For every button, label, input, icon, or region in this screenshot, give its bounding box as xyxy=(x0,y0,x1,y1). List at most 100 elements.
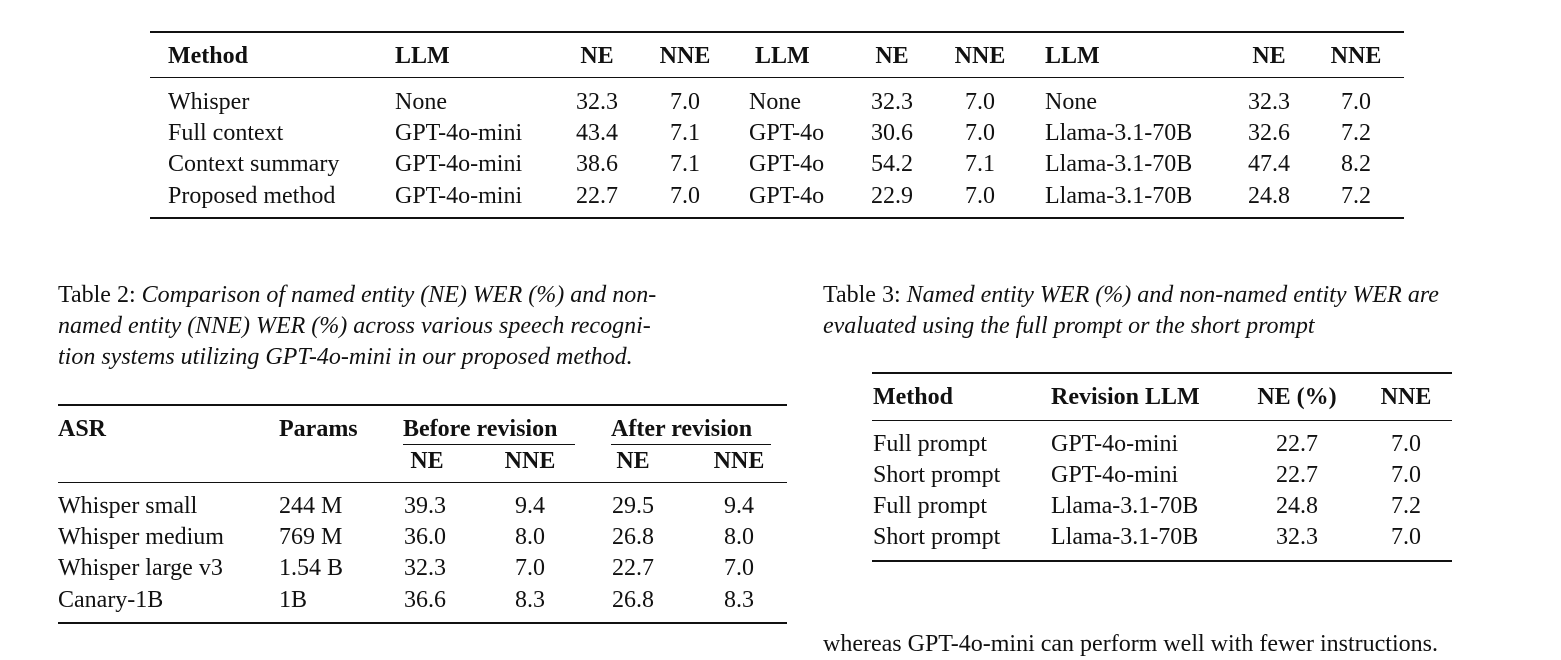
table1-cell: 38.6 xyxy=(576,151,618,177)
table1-header-nne-1: NNE xyxy=(659,43,711,69)
table1-cell: 7.0 xyxy=(965,89,995,115)
table1-cell: 30.6 xyxy=(871,120,913,146)
table1-cell: GPT-4o-mini xyxy=(395,151,523,177)
table3-cell: 7.2 xyxy=(1391,493,1421,519)
table3-caption-line: evaluated using the full prompt or the s… xyxy=(823,313,1315,339)
table3-cell: Full prompt xyxy=(873,493,988,519)
table2-header-before: Before revision xyxy=(403,416,558,442)
table3-header-rule xyxy=(872,420,1452,421)
table3-header-nne: NNE xyxy=(1380,384,1432,410)
table1-cell: GPT-4o xyxy=(749,183,825,209)
table1-cell: GPT-4o-mini xyxy=(395,120,523,146)
table3-header-revision-llm: Revision LLM xyxy=(1051,384,1200,410)
table3-cell: Full prompt xyxy=(873,431,988,457)
table2-cell: 7.0 xyxy=(724,555,754,581)
table1-cell: 54.2 xyxy=(871,151,913,177)
table1-header-ne-2: NE xyxy=(875,43,909,69)
table1-header-nne-3: NNE xyxy=(1330,43,1382,69)
table1-header-llm-3: LLM xyxy=(1045,43,1100,69)
table2-cell: 26.8 xyxy=(612,587,654,613)
table1-cell: 32.3 xyxy=(871,89,913,115)
table2-cell: 8.0 xyxy=(515,524,545,550)
table2-bottom-rule xyxy=(58,622,787,624)
table1-cell: 8.2 xyxy=(1341,151,1371,177)
table1-cell: 7.1 xyxy=(670,151,700,177)
table3-cell: 7.0 xyxy=(1391,431,1421,457)
table2-subheader-ne-before: NE xyxy=(410,448,444,474)
table2-caption-label: Table 2: xyxy=(58,282,136,308)
table3-caption-label: Table 3: xyxy=(823,282,901,308)
body-text-line: whereas GPT-4o-mini can perform well wit… xyxy=(823,631,1438,657)
table1-cell: 7.0 xyxy=(965,120,995,146)
table2-cell: 1B xyxy=(279,587,308,613)
table2-cell: 29.5 xyxy=(612,493,654,519)
table2-group-rule-after xyxy=(611,444,771,445)
table1-cell: 22.7 xyxy=(576,183,618,209)
table1-cell: None xyxy=(1045,89,1097,115)
table2-group-rule-before xyxy=(403,444,575,445)
table2-cell: 769 M xyxy=(279,524,343,550)
table3-top-rule xyxy=(872,372,1452,374)
table2-top-rule xyxy=(58,404,787,406)
table2-cell: 8.0 xyxy=(724,524,754,550)
table1-cell: 32.3 xyxy=(1248,89,1290,115)
table2-header-after: After revision xyxy=(611,416,753,442)
table1-cell: 32.3 xyxy=(576,89,618,115)
table2-cell: Whisper small xyxy=(58,493,198,519)
table2-subheader-nne-before: NNE xyxy=(504,448,556,474)
table3-cell: 22.7 xyxy=(1276,431,1318,457)
table1-header-ne-3: NE xyxy=(1252,43,1286,69)
table1-header-nne-2: NNE xyxy=(954,43,1006,69)
table1-cell: GPT-4o xyxy=(749,151,825,177)
table2-cell: 1.54 B xyxy=(279,555,344,581)
table2-subheader-nne-after: NNE xyxy=(713,448,765,474)
table1-cell: Full context xyxy=(168,120,284,146)
table3-cell: 7.0 xyxy=(1391,462,1421,488)
table1-cell: 7.2 xyxy=(1341,120,1371,146)
table2-cell: Whisper medium xyxy=(58,524,224,550)
table1-header-ne-1: NE xyxy=(580,43,614,69)
table2-cell: 39.3 xyxy=(404,493,446,519)
table1-cell: Proposed method xyxy=(168,183,336,209)
table2-cell: 36.0 xyxy=(404,524,446,550)
table1-cell: Llama-3.1-70B xyxy=(1045,151,1193,177)
table2-header-params: Params xyxy=(279,416,358,442)
table3-caption-text: Named entity WER (%) and non-named entit… xyxy=(906,282,1439,308)
table1-cell: None xyxy=(395,89,447,115)
table1-cell: 43.4 xyxy=(576,120,618,146)
table1-cell: Whisper xyxy=(168,89,250,115)
table2-caption-text: Comparison of named entity (NE) WER (%) … xyxy=(141,282,657,308)
table2-cell: 32.3 xyxy=(404,555,446,581)
table3-caption-line: Table 3: Named entity WER (%) and non-na… xyxy=(823,280,1439,311)
table3-cell: Short prompt xyxy=(873,462,1001,488)
table1-header-rule xyxy=(150,77,1404,78)
table2-cell: Canary-1B xyxy=(58,587,164,613)
table3-bottom-rule xyxy=(872,560,1452,562)
table2-header-asr: ASR xyxy=(58,416,107,442)
table1-header-method: Method xyxy=(168,43,248,69)
table3-cell: 24.8 xyxy=(1276,493,1318,519)
table1-cell: 32.6 xyxy=(1248,120,1290,146)
table2-cell: 244 M xyxy=(279,493,343,519)
table2-cell: 8.3 xyxy=(724,587,754,613)
table1-cell: GPT-4o xyxy=(749,120,825,146)
table2-subheader-ne-after: NE xyxy=(616,448,650,474)
table1-cell: Llama-3.1-70B xyxy=(1045,183,1193,209)
table1-cell: 7.0 xyxy=(965,183,995,209)
table1-cell: 7.0 xyxy=(670,89,700,115)
table3-cell: Llama-3.1-70B xyxy=(1051,493,1199,519)
table1-top-rule xyxy=(150,31,1404,33)
table3-cell: 32.3 xyxy=(1276,524,1318,550)
table3-cell: 7.0 xyxy=(1391,524,1421,550)
table3-cell: GPT-4o-mini xyxy=(1051,462,1179,488)
table3-cell: 22.7 xyxy=(1276,462,1318,488)
table2-caption-line: named entity (NNE) WER (%) across variou… xyxy=(58,313,651,339)
table1-cell: None xyxy=(749,89,801,115)
table1-cell: 7.1 xyxy=(670,120,700,146)
table2-cell: 36.6 xyxy=(404,587,446,613)
table1-cell: Llama-3.1-70B xyxy=(1045,120,1193,146)
table1-cell: 7.0 xyxy=(670,183,700,209)
table1-cell: GPT-4o-mini xyxy=(395,183,523,209)
table1-header-llm-1: LLM xyxy=(395,43,450,69)
table2-caption-line: Table 2: Comparison of named entity (NE)… xyxy=(58,280,656,311)
